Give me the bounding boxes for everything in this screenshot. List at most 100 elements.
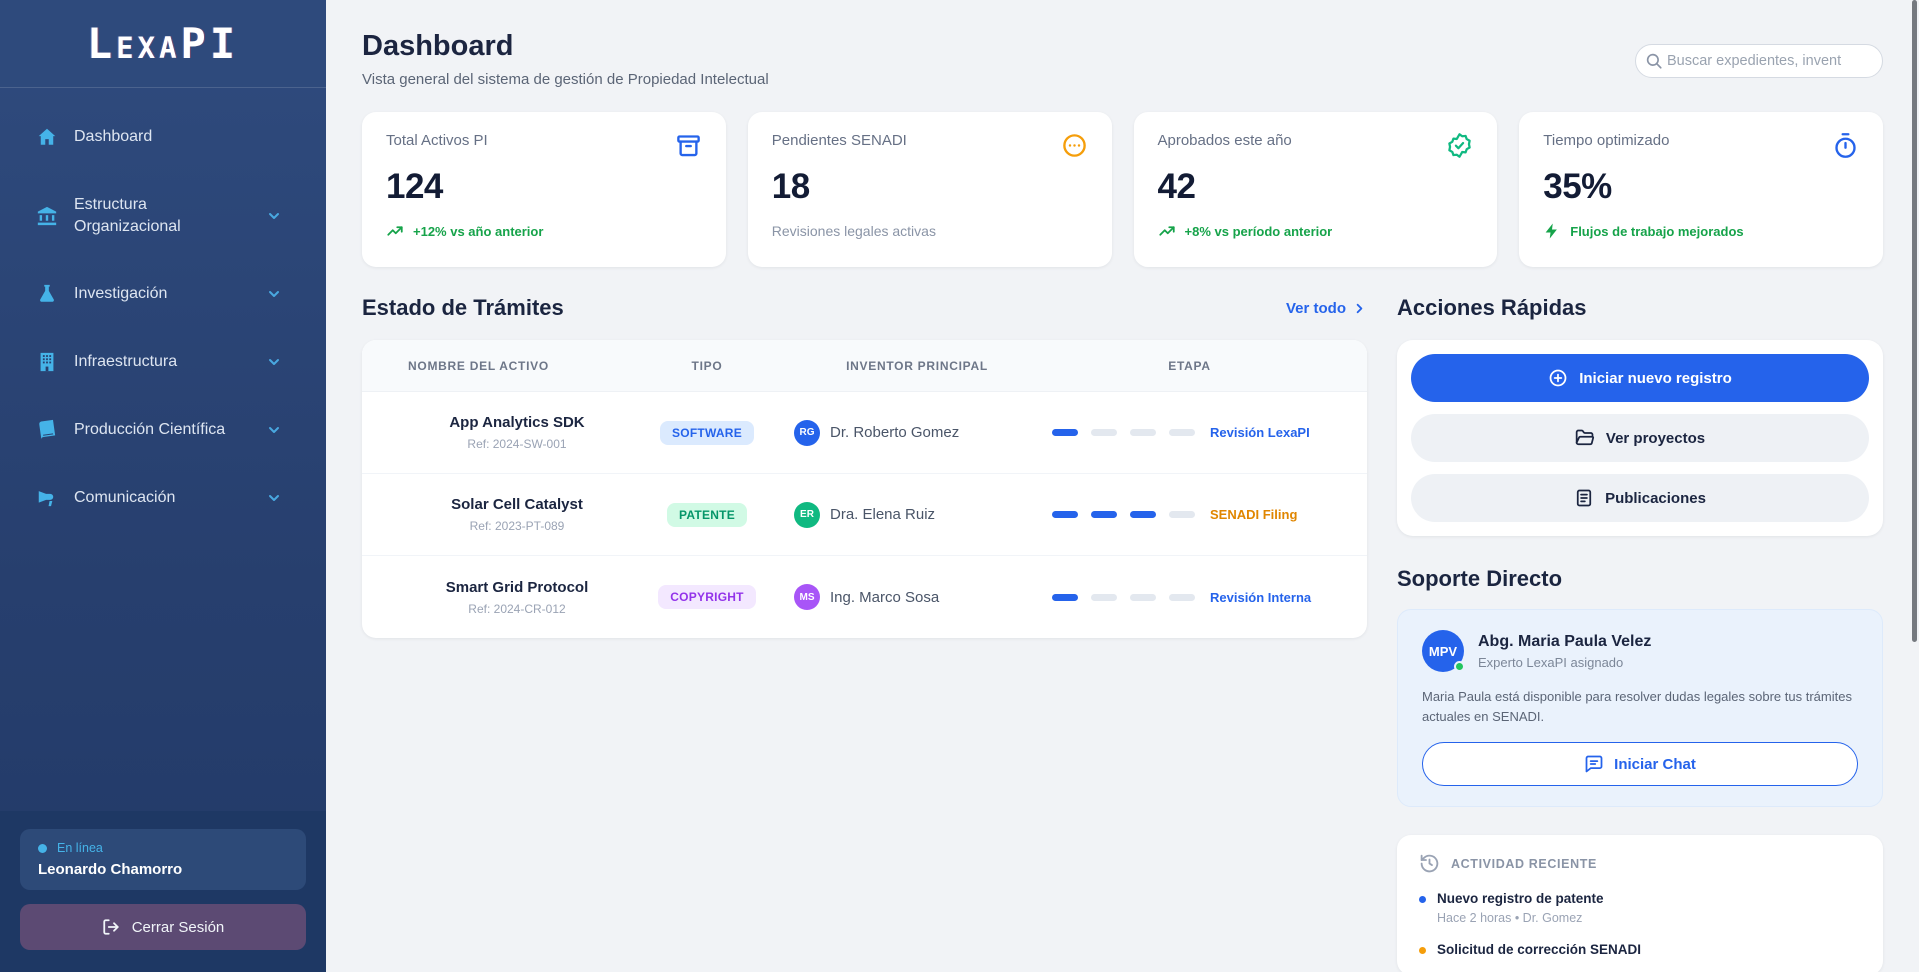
folder-open-icon (1575, 429, 1594, 446)
asset-name: Solar Cell Catalyst (451, 496, 583, 513)
book-icon (36, 419, 58, 441)
building-icon (36, 351, 58, 373)
asset-ref: Ref: 2023-PT-089 (469, 519, 565, 533)
type-badge: PATENTE (667, 502, 747, 527)
sidebar-item-investigacion[interactable]: Investigación (36, 283, 282, 305)
history-icon (1420, 854, 1439, 873)
sidebar-item-dashboard[interactable]: Dashboard (36, 126, 282, 148)
type-badge: COPYRIGHT (658, 585, 756, 609)
search-input[interactable] (1635, 44, 1883, 78)
ellipsis-circle-icon (1061, 132, 1088, 159)
quick-actions-title: Acciones Rápidas (1397, 295, 1587, 320)
stat-trend: +12% vs año anterior (386, 222, 702, 240)
sidebar-item-infraestructura[interactable]: Infraestructura (36, 351, 282, 373)
type-badge: SOFTWARE (660, 420, 754, 445)
archive-icon (675, 132, 702, 159)
online-dot-icon (1454, 661, 1465, 672)
plus-circle-icon (1549, 369, 1567, 387)
logo-box: LexaPI (0, 0, 326, 88)
chevron-down-icon (266, 490, 282, 506)
view-all-link[interactable]: Ver todo (1286, 300, 1367, 317)
column-header: ETAPA (1168, 358, 1211, 373)
tramites-title: Estado de Trámites (362, 295, 564, 320)
stat-label: Tiempo optimizado (1543, 132, 1670, 149)
table-row[interactable]: App Analytics SDK Ref: 2024-SW-001 SOFTW… (362, 392, 1367, 474)
progress-indicator (1052, 511, 1195, 518)
user-status: En línea (57, 841, 103, 855)
logout-icon (103, 919, 119, 935)
sidebar-item-estructura-organizacional[interactable]: Estructura Organizacional (36, 194, 282, 237)
activity-dot-icon (1419, 947, 1426, 955)
trend-up-icon (387, 226, 403, 236)
view-projects-button[interactable]: Ver proyectos (1411, 414, 1869, 462)
sidebar-item-label: Investigación (74, 285, 168, 303)
stat-label: Pendientes SENADI (771, 132, 907, 149)
page-header: Dashboard Vista general del sistema de g… (362, 30, 1883, 88)
asset-name: App Analytics SDK (449, 414, 585, 431)
chat-icon (1585, 755, 1603, 773)
logout-button[interactable]: Cerrar Sesión (20, 904, 306, 950)
stat-card-tiempo-optimizado: Tiempo optimizado 35% Flujos de trabajo … (1519, 112, 1883, 267)
support-card: MPV Abg. Maria Paula Velez Experto LexaP… (1397, 609, 1883, 808)
stage-label: Revisión Interna (1210, 589, 1312, 605)
stopwatch-icon (1832, 132, 1859, 159)
sidebar-item-comunicacion[interactable]: Comunicación (36, 487, 282, 509)
vertical-scrollbar[interactable] (1912, 0, 1917, 642)
table-header: NOMBRE DEL ACTIVO TIPO INVENTOR PRINCIPA… (362, 340, 1367, 392)
stat-card-total-activos: Total Activos PI 124 +12% vs año anterio… (362, 112, 726, 267)
online-dot-icon (38, 843, 47, 853)
stats-row: Total Activos PI 124 +12% vs año anterio… (362, 112, 1883, 267)
user-name: Leonardo Chamorro (38, 861, 183, 878)
quick-actions-section: Acciones Rápidas Iniciar nuevo registro … (1397, 295, 1883, 536)
page-subtitle: Vista general del sistema de gestión de … (362, 71, 769, 88)
publications-button[interactable]: Publicaciones (1411, 474, 1869, 522)
new-registration-button[interactable]: Iniciar nuevo registro (1411, 354, 1869, 402)
table-row[interactable]: Smart Grid Protocol Ref: 2024-CR-012 COP… (362, 556, 1367, 638)
progress-indicator (1052, 429, 1195, 436)
asset-name: Smart Grid Protocol (445, 578, 589, 596)
chevron-down-icon (266, 422, 282, 438)
sidebar: LexaPI Dashboard Estructura Organizacion… (0, 0, 326, 972)
progress-indicator (1052, 593, 1195, 601)
sidebar-item-produccion-cientifica[interactable]: Producción Científica (36, 419, 282, 441)
list-item: Solicitud de corrección SENADI (1419, 942, 1861, 957)
column-header: INVENTOR PRINCIPAL (846, 358, 988, 373)
sidebar-nav: Dashboard Estructura Organizacional Inve… (0, 88, 326, 811)
flask-icon (36, 283, 58, 305)
activity-card: ACTIVIDAD RECIENTE Nuevo registro de pat… (1397, 835, 1883, 972)
bolt-icon (1545, 223, 1558, 239)
home-icon (36, 126, 58, 148)
sidebar-item-label: Comunicación (74, 489, 176, 507)
stat-label: Total Activos PI (386, 132, 488, 149)
column-header: NOMBRE DEL ACTIVO (408, 358, 549, 373)
activity-title: ACTIVIDAD RECIENTE (1451, 856, 1597, 871)
avatar: RG (794, 419, 820, 446)
stat-value: 35% (1543, 167, 1612, 206)
chevron-down-icon (266, 354, 282, 370)
list-item: Nuevo registro de patente Hace 2 horas •… (1419, 891, 1861, 925)
asset-ref: Ref: 2024-CR-012 (468, 601, 566, 616)
start-chat-button[interactable]: Iniciar Chat (1422, 742, 1858, 787)
support-avatar: MPV (1422, 630, 1465, 672)
sidebar-item-label: Estructura Organizacional (74, 196, 181, 235)
search-box (1635, 44, 1883, 78)
sidebar-item-label: Infraestructura (74, 353, 178, 371)
stat-value: 42 (1157, 167, 1196, 206)
stat-value: 18 (771, 167, 810, 206)
inventor-name: Dra. Elena Ruiz (830, 506, 936, 523)
app-logo: LexaPI (86, 19, 240, 68)
avatar: MS (794, 584, 820, 610)
document-icon (1576, 489, 1592, 507)
logout-label: Cerrar Sesión (131, 918, 225, 936)
badge-check-icon (1446, 132, 1473, 159)
user-box: En línea Leonardo Chamorro (20, 829, 306, 890)
support-title: Soporte Directo (1397, 566, 1563, 591)
activity-item-title: Solicitud de corrección SENADI (1437, 942, 1642, 958)
trend-up-icon (1158, 226, 1175, 236)
chevron-right-icon (1356, 303, 1363, 313)
inventor-name: Dr. Roberto Gomez (830, 424, 960, 441)
stage-label: SENADI Filing (1210, 507, 1298, 522)
inventor-name: Ing. Marco Sosa (830, 588, 940, 606)
table-row[interactable]: Solar Cell Catalyst Ref: 2023-PT-089 PAT… (362, 474, 1367, 556)
